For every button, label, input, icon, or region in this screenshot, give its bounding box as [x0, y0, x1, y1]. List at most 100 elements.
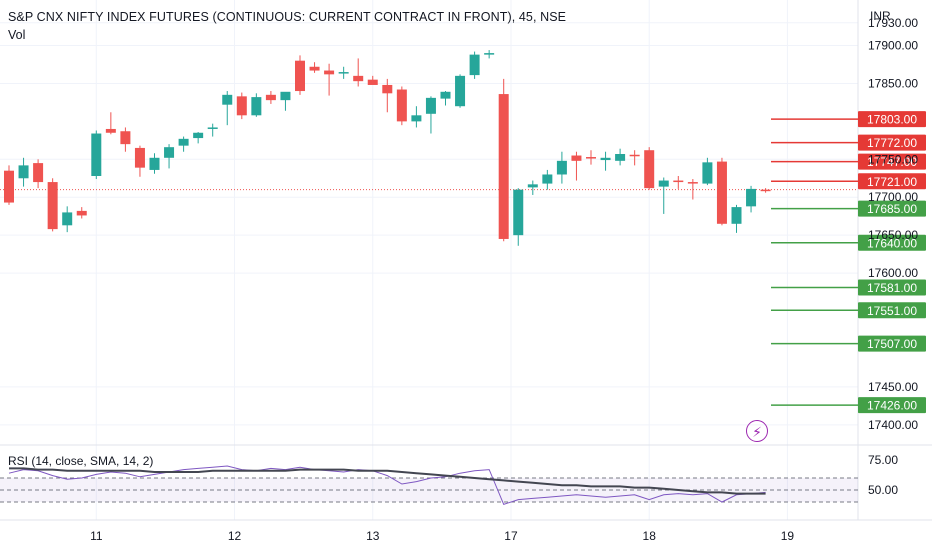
resistance-level-label: 17772.00 — [867, 136, 917, 150]
candle-body — [673, 180, 684, 183]
candle-body — [687, 182, 698, 184]
candle-body — [295, 60, 305, 92]
candle-body — [338, 72, 349, 74]
support-level-badge — [858, 200, 926, 217]
chart-title: S&P CNX NIFTY INDEX FUTURES (CONTINUOUS:… — [8, 10, 567, 24]
support-level-label: 17640.00 — [867, 236, 917, 250]
candle-body — [498, 94, 509, 239]
rsi-indicator-label[interactable]: RSI (14, close, SMA, 14, 2) — [8, 454, 154, 468]
support-level-label: 17426.00 — [867, 399, 917, 413]
candle-body — [4, 170, 14, 203]
candle-body — [62, 212, 73, 226]
candle-body — [746, 188, 757, 207]
time-tick-label: 13 — [366, 529, 380, 543]
support-level-badge — [858, 335, 926, 352]
rsi-pane — [8, 465, 766, 506]
price-tick-label: 17450.00 — [868, 380, 918, 394]
time-axis[interactable]: 11 12 13 17 18 19 — [90, 529, 794, 543]
candle-body — [178, 138, 189, 146]
candle-body — [222, 94, 233, 105]
price-tick-label: 17650.00 — [868, 228, 918, 242]
time-tick-label: 11 — [90, 529, 103, 543]
price-tick-label: 17930.00 — [868, 16, 918, 30]
candle-body — [134, 147, 145, 168]
price-tick-label: 17750.00 — [868, 152, 918, 166]
candle-body — [265, 94, 276, 101]
candle-body — [542, 174, 553, 184]
currency-label: INR — [870, 9, 891, 23]
candle-body — [33, 163, 44, 183]
lightning-bolt-icon[interactable]: ⚡ — [746, 420, 768, 442]
time-tick-label: 17 — [504, 529, 518, 543]
price-tick-label: 17850.00 — [868, 76, 918, 90]
support-level-label: 17685.00 — [867, 202, 917, 216]
candle-body — [702, 162, 713, 184]
resistance-level-badge — [858, 153, 926, 170]
candle-body — [586, 157, 596, 159]
rsi-tick-label: 75.00 — [868, 453, 898, 467]
price-axis[interactable]: 17930.00 17900.00 17850.00 17750.00 17700.00… — [868, 16, 918, 497]
resistance-level-badge — [858, 134, 926, 151]
support-resistance-levels: 17803.00 17772.00 17747.00 17721.00 17685.00… — [771, 111, 926, 414]
price-tick-label: 17600.00 — [868, 266, 918, 280]
candle-body — [367, 79, 378, 85]
candle-body — [629, 154, 640, 157]
candle-body — [207, 127, 218, 129]
candle-body — [251, 97, 262, 116]
candle-body — [76, 210, 87, 216]
resistance-level-badge — [858, 111, 926, 128]
support-level-badge — [858, 397, 926, 414]
price-grid — [0, 0, 932, 521]
candle-body — [396, 89, 407, 122]
support-level-label: 17581.00 — [867, 281, 917, 295]
candle-body — [236, 96, 247, 116]
price-tick-label: 17900.00 — [868, 39, 918, 53]
candle-body — [644, 150, 655, 189]
support-level-badge — [858, 234, 926, 251]
candle-body — [571, 155, 582, 161]
candle-body — [105, 128, 116, 133]
support-level-badge — [858, 279, 926, 296]
price-tick-label: 17400.00 — [868, 418, 918, 432]
time-tick-label: 12 — [228, 529, 242, 543]
candle-body — [425, 97, 436, 114]
candle-body — [440, 91, 451, 99]
candle-body — [309, 66, 320, 71]
resistance-level-label: 17747.00 — [867, 155, 917, 169]
candle-body — [716, 161, 727, 224]
candle-body — [47, 182, 58, 230]
candle-body — [18, 165, 29, 179]
candle-body — [556, 160, 567, 175]
resistance-level-label: 17803.00 — [867, 113, 917, 127]
candle-body — [280, 91, 291, 101]
candle-body — [411, 115, 422, 122]
candle-body — [91, 133, 102, 176]
support-level-label: 17507.00 — [867, 337, 917, 351]
candle-body — [527, 184, 538, 188]
candlestick-series — [4, 50, 771, 246]
candle-body — [382, 84, 393, 94]
candle-body — [120, 131, 131, 145]
candle-body — [164, 147, 175, 158]
rsi-ma-line — [9, 467, 766, 495]
rsi-line — [8, 465, 766, 506]
candle-body — [469, 54, 480, 76]
resistance-level-label: 17721.00 — [867, 175, 917, 189]
support-level-badge — [858, 302, 926, 319]
time-tick-label: 18 — [643, 529, 657, 543]
candle-body — [484, 53, 495, 55]
candle-body — [600, 157, 611, 161]
price-tick-label: 17700.00 — [868, 190, 918, 204]
candle-body — [149, 157, 160, 170]
candle-body — [760, 189, 771, 192]
volume-label[interactable]: Vol — [8, 28, 26, 42]
candle-body — [731, 207, 742, 224]
candle-body — [455, 75, 466, 107]
candle-body — [193, 132, 204, 139]
time-tick-label: 19 — [781, 529, 795, 543]
support-level-label: 17551.00 — [867, 304, 917, 318]
candle-body — [658, 180, 669, 187]
candle-body — [353, 75, 364, 82]
candle-body — [513, 189, 524, 236]
